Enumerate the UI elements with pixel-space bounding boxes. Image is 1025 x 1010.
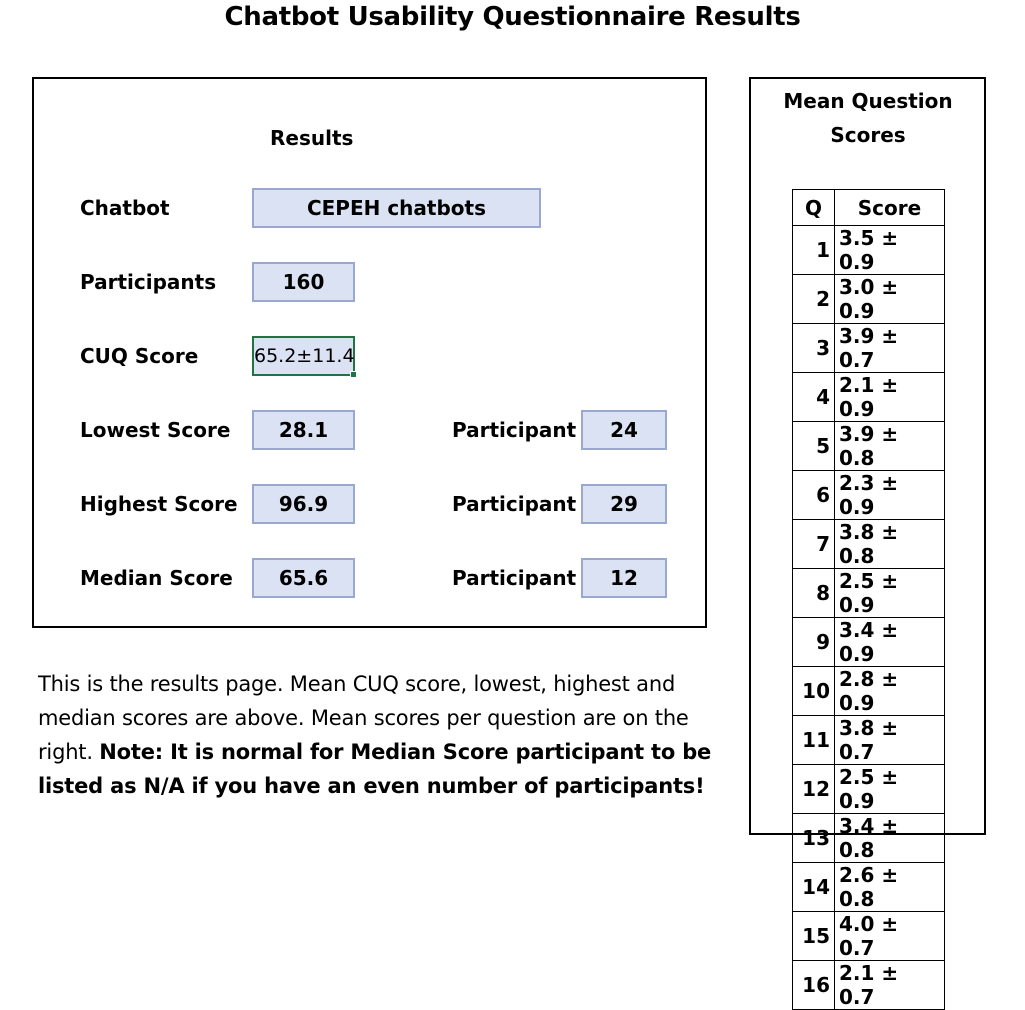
table-row: 10 2.8 ± 0.9 — [792, 666, 945, 716]
highest-score-label: Highest Score — [80, 492, 238, 516]
question-number-cell[interactable]: 12 — [792, 764, 835, 814]
question-number-cell[interactable]: 2 — [792, 274, 835, 324]
question-score-cell[interactable]: 4.0 ± 0.7 — [834, 911, 945, 961]
question-score-cell[interactable]: 3.9 ± 0.7 — [834, 323, 945, 373]
header-score[interactable]: Score — [834, 189, 945, 226]
table-row: 5 3.9 ± 0.8 — [792, 421, 945, 471]
median-score-value-cell[interactable]: 65.6 — [252, 558, 355, 598]
question-score-cell[interactable]: 3.5 ± 0.9 — [834, 225, 945, 275]
question-score-cell[interactable]: 2.5 ± 0.9 — [834, 764, 945, 814]
question-number-cell[interactable]: 16 — [792, 960, 835, 1010]
question-score-cell[interactable]: 2.5 ± 0.9 — [834, 568, 945, 618]
question-score-cell[interactable]: 2.1 ± 0.7 — [834, 960, 945, 1010]
question-score-cell[interactable]: 2.6 ± 0.8 — [834, 862, 945, 912]
question-number-cell[interactable]: 3 — [792, 323, 835, 373]
median-score-label: Median Score — [80, 566, 233, 590]
question-score-cell[interactable]: 3.4 ± 0.8 — [834, 813, 945, 863]
highest-participant-value-cell[interactable]: 29 — [581, 484, 667, 524]
question-score-cell[interactable]: 3.9 ± 0.8 — [834, 421, 945, 471]
participants-value-cell[interactable]: 160 — [252, 262, 355, 302]
header-q[interactable]: Q — [792, 189, 835, 226]
lowest-score-label: Lowest Score — [80, 418, 231, 442]
question-score-cell[interactable]: 3.4 ± 0.9 — [834, 617, 945, 667]
table-row: 1 3.5 ± 0.9 — [792, 225, 945, 275]
question-number-cell[interactable]: 15 — [792, 911, 835, 961]
table-row: 11 3.8 ± 0.7 — [792, 715, 945, 765]
table-header-row: Q Score — [792, 189, 945, 226]
description-note: Note: It is normal for Median Score part… — [38, 740, 712, 798]
question-score-cell[interactable]: 3.0 ± 0.9 — [834, 274, 945, 324]
question-number-cell[interactable]: 4 — [792, 372, 835, 422]
mean-question-rows: 1 3.5 ± 0.9 2 3.0 ± 0.9 3 3.9 ± 0.7 4 2.1 ± 0.9… — [792, 225, 945, 1010]
description-body: This is the results page. Mean CUQ score… — [38, 672, 689, 764]
question-number-cell[interactable]: 6 — [792, 470, 835, 520]
chatbot-value-cell[interactable]: CEPEH chatbots — [252, 188, 541, 228]
page-title: Chatbot Usability Questionnaire Results — [224, 2, 801, 32]
table-row: 12 2.5 ± 0.9 — [792, 764, 945, 814]
question-score-cell[interactable]: 2.1 ± 0.9 — [834, 372, 945, 422]
chatbot-label: Chatbot — [80, 196, 170, 220]
highest-score-value-cell[interactable]: 96.9 — [252, 484, 355, 524]
description-text: This is the results page. Mean CUQ score… — [38, 667, 718, 803]
table-row: 16 2.1 ± 0.7 — [792, 960, 945, 1010]
lowest-participant-value-cell[interactable]: 24 — [581, 410, 667, 450]
table-row: 7 3.8 ± 0.8 — [792, 519, 945, 569]
cuq-score-value-cell[interactable]: 65.2±11.4 — [252, 336, 357, 378]
results-heading: Results — [270, 126, 354, 150]
table-row: 15 4.0 ± 0.7 — [792, 911, 945, 961]
question-number-cell[interactable]: 9 — [792, 617, 835, 667]
table-row: 3 3.9 ± 0.7 — [792, 323, 945, 373]
mean-question-title: Mean Question Scores — [783, 89, 953, 147]
highest-participant-label: Participant — [452, 492, 577, 516]
question-score-cell[interactable]: 2.8 ± 0.9 — [834, 666, 945, 716]
cuq-score-label: CUQ Score — [80, 344, 199, 368]
lowest-score-value-cell[interactable]: 28.1 — [252, 410, 355, 450]
question-number-cell[interactable]: 5 — [792, 421, 835, 471]
question-score-cell[interactable]: 3.8 ± 0.7 — [834, 715, 945, 765]
question-number-cell[interactable]: 8 — [792, 568, 835, 618]
median-participant-label: Participant — [452, 566, 577, 590]
results-panel — [32, 77, 707, 628]
table-row: 9 3.4 ± 0.9 — [792, 617, 945, 667]
question-score-cell[interactable]: 2.3 ± 0.9 — [834, 470, 945, 520]
table-row: 13 3.4 ± 0.8 — [792, 813, 945, 863]
table-row: 4 2.1 ± 0.9 — [792, 372, 945, 422]
table-row: 6 2.3 ± 0.9 — [792, 470, 945, 520]
participants-label: Participants — [80, 270, 217, 294]
table-row: 14 2.6 ± 0.8 — [792, 862, 945, 912]
table-row: 2 3.0 ± 0.9 — [792, 274, 945, 324]
question-number-cell[interactable]: 1 — [792, 225, 835, 275]
table-row: 8 2.5 ± 0.9 — [792, 568, 945, 618]
lowest-participant-label: Participant — [452, 418, 577, 442]
question-score-cell[interactable]: 3.8 ± 0.8 — [834, 519, 945, 569]
median-participant-value-cell[interactable]: 12 — [581, 558, 667, 598]
question-number-cell[interactable]: 7 — [792, 519, 835, 569]
question-number-cell[interactable]: 10 — [792, 666, 835, 716]
question-number-cell[interactable]: 11 — [792, 715, 835, 765]
question-number-cell[interactable]: 14 — [792, 862, 835, 912]
question-number-cell[interactable]: 13 — [792, 813, 835, 863]
mean-question-table: Q Score 1 3.5 ± 0.9 2 3.0 ± 0.9 3 3.9 ± 0.7 4 2… — [792, 189, 945, 1010]
